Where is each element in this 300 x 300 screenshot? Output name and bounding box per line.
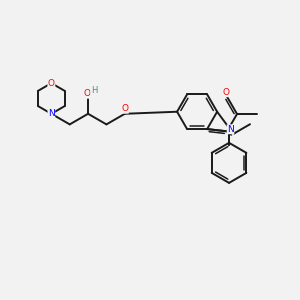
Text: O: O [48,79,55,88]
Text: O: O [83,89,90,98]
Text: O: O [121,104,128,113]
Text: O: O [222,88,229,97]
Text: N: N [227,125,234,134]
Text: N: N [48,109,55,118]
Text: H: H [91,86,97,95]
